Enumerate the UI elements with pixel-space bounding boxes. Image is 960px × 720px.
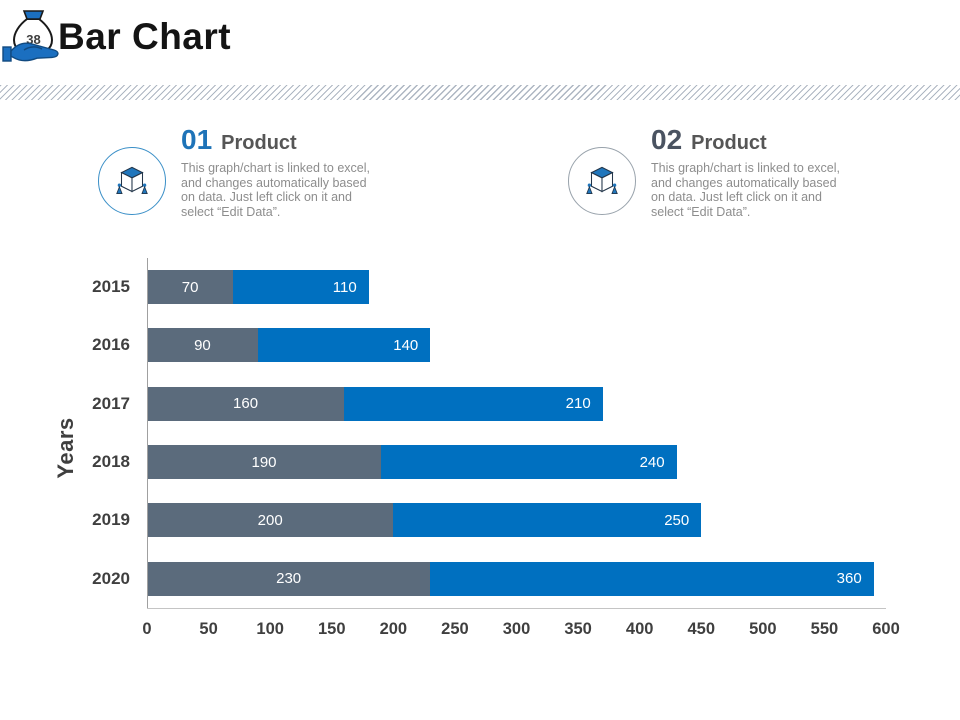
bar-track: 190 240 [147,445,886,480]
x-tick-label: 200 [379,620,408,638]
x-tick-label: 250 [441,620,469,638]
callout-product-2: 02 Product This graph/chart is linked to… [568,126,948,220]
bar-segment-product-1[interactable]: 90 [147,328,258,363]
category-label: 2016 [92,335,130,355]
chart-row: 2019 200 250 [0,491,886,549]
bar-value-label: 110 [332,278,357,296]
bar-track: 200 250 [147,503,886,538]
x-tick-label: 300 [502,620,531,638]
chart-row: 2017 160 210 [0,375,886,433]
callout-number: 02 [651,124,683,155]
x-tick-label: 150 [317,620,346,638]
x-tick-label: 500 [749,620,777,638]
bar-value-label: 90 [194,336,211,354]
bar-segment-product-1[interactable]: 160 [147,386,345,421]
bar-value-label: 190 [251,453,277,471]
callout-title: Product [691,132,767,154]
product-1-icon-circle [98,147,166,215]
x-tick-label: 450 [687,620,716,638]
x-tick-label: 350 [564,620,592,638]
chart-rows: 2015 70 110 2016 90 140 2017 160 210 2018 190 240 20… [0,258,886,608]
x-tick-label: 100 [256,620,284,638]
callout-number: 01 [181,124,213,155]
bar-segment-product-2[interactable]: 210 [344,386,603,421]
category-label: 2015 [92,277,130,297]
stacked-bar-chart[interactable]: Years 2015 70 110 2016 90 140 2017 160 210 2018 19… [0,258,900,638]
bar-value-label: 230 [276,570,302,588]
bar-segment-product-1[interactable]: 200 [147,503,394,538]
category-label: 2020 [92,568,130,588]
x-tick-label: 0 [142,620,152,638]
category-label: 2018 [92,452,130,472]
bar-segment-product-2[interactable]: 250 [393,503,702,538]
x-tick-label: 50 [199,620,218,638]
bar-segment-product-1[interactable]: 70 [147,270,234,305]
package-icon [586,166,618,195]
bar-value-label: 140 [393,336,419,354]
callout-title: Product [221,132,297,154]
bar-segment-product-2[interactable]: 110 [233,270,369,305]
bar-track: 70 110 [147,270,886,305]
callout-description: This graph/chart is linked to excel, and… [651,161,840,219]
chart-row: 2016 90 140 [0,316,886,374]
bar-value-label: 360 [836,570,862,588]
money-bag-icon: 38 [2,10,59,62]
bar-track: 160 210 [147,386,886,421]
bar-value-label: 240 [639,453,665,471]
x-tick-label: 400 [625,620,654,638]
bar-value-label: 70 [181,278,199,296]
x-axis-ticks: 0 50 100 150 200 250 300 350 400 450 500 550 600 [142,620,899,644]
bar-value-label: 160 [233,395,259,413]
bar-segment-product-1[interactable]: 190 [147,445,382,480]
x-tick-label: 550 [810,620,839,638]
bar-value-label: 200 [257,511,283,529]
callout-product-1: 01 Product This graph/chart is linked to… [98,126,478,220]
hatched-divider [0,85,960,100]
chart-row: 2020 230 360 [0,550,886,608]
chart-row: 2015 70 110 [0,258,886,316]
product-2-icon-circle [568,147,636,215]
callout-description: This graph/chart is linked to excel, and… [181,161,370,219]
bar-segment-product-2[interactable]: 140 [257,328,431,363]
bar-segment-product-2[interactable]: 360 [430,561,874,596]
bar-segment-product-1[interactable]: 230 [147,561,431,596]
bar-track: 90 140 [147,328,886,363]
y-axis-line [147,258,148,608]
bar-segment-product-2[interactable]: 240 [381,445,677,480]
bar-value-label: 250 [664,511,690,529]
bar-value-label: 210 [565,395,591,413]
page-title: Bar Chart [58,16,232,57]
x-tick-label: 600 [872,620,900,638]
category-label: 2017 [92,393,130,413]
package-icon [116,166,148,195]
chart-row: 2018 190 240 [0,433,886,491]
category-label: 2019 [92,510,130,530]
bar-track: 230 360 [147,561,886,596]
x-axis-line [147,608,886,609]
